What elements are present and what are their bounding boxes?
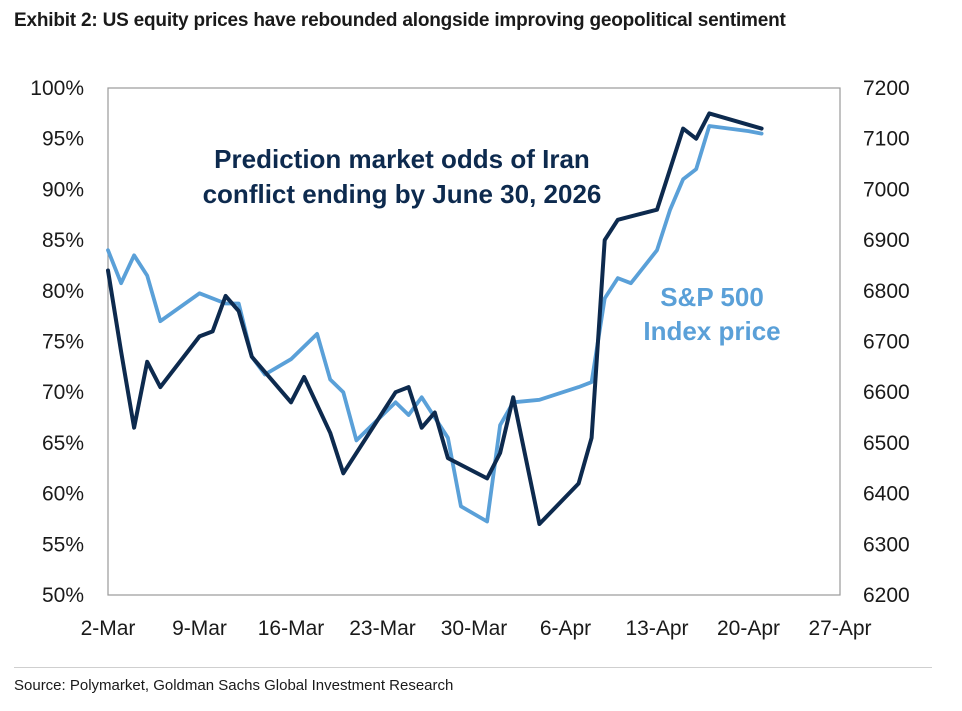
source-divider <box>14 667 932 668</box>
x-tick-label: 23-Mar <box>349 617 416 640</box>
plot-frame <box>107 87 841 596</box>
right-tick-label: 6700 <box>863 331 910 354</box>
sp500-annotation: S&P 500 <box>660 282 764 312</box>
x-tick-label: 13-Apr <box>625 617 688 640</box>
left-tick-label: 65% <box>42 432 84 455</box>
right-tick-label: 7100 <box>863 128 910 151</box>
right-tick-label: 7000 <box>863 178 910 201</box>
left-tick-label: 95% <box>42 128 84 151</box>
left-tick-label: 60% <box>42 483 84 506</box>
x-tick-label: 9-Mar <box>172 617 227 640</box>
right-tick-label: 6600 <box>863 381 910 404</box>
right-tick-label: 6500 <box>863 432 910 455</box>
x-tick-label: 20-Apr <box>717 617 780 640</box>
right-axis-ticks: 6200 6300 6400 6500 6600 6700 6800 6900 7000 7100… <box>863 77 910 607</box>
left-tick-label: 80% <box>42 280 84 303</box>
annotation-layer: Prediction market odds of Iran conflict e… <box>203 144 781 346</box>
left-tick-label: 50% <box>42 584 84 607</box>
x-tick-label: 27-Apr <box>808 617 871 640</box>
x-tick-label: 6-Apr <box>540 617 591 640</box>
x-tick-label: 30-Mar <box>441 617 508 640</box>
x-axis-ticks: 2-Mar 9-Mar 16-Mar 23-Mar 30-Mar 6-Apr 13-Apr 2… <box>81 617 872 640</box>
left-tick-label: 75% <box>42 331 84 354</box>
right-tick-label: 6800 <box>863 280 910 303</box>
sp500-annotation: Index price <box>643 316 780 346</box>
left-tick-label: 100% <box>30 77 84 100</box>
left-tick-label: 90% <box>42 178 84 201</box>
prediction-odds-annotation: Prediction market odds of Iran <box>214 144 590 174</box>
prediction-odds-annotation: conflict ending by June 30, 2026 <box>203 179 602 209</box>
right-tick-label: 6900 <box>863 229 910 252</box>
right-tick-label: 7200 <box>863 77 910 100</box>
exhibit-title: Exhibit 2: US equity prices have rebound… <box>14 10 786 31</box>
right-tick-label: 6400 <box>863 483 910 506</box>
left-axis-ticks: 50% 55% 60% 65% 70% 75% 80% 85% 90% 95% 100% <box>30 77 84 607</box>
right-tick-label: 6300 <box>863 533 910 556</box>
series-layer <box>106 111 764 526</box>
prediction-odds-line <box>106 111 764 526</box>
right-tick-label: 6200 <box>863 584 910 607</box>
source-note: Source: Polymarket, Goldman Sachs Global… <box>14 677 454 694</box>
left-tick-label: 85% <box>42 229 84 252</box>
x-tick-label: 2-Mar <box>81 617 136 640</box>
x-tick-label: 16-Mar <box>258 617 325 640</box>
left-tick-label: 55% <box>42 533 84 556</box>
left-tick-label: 70% <box>42 381 84 404</box>
